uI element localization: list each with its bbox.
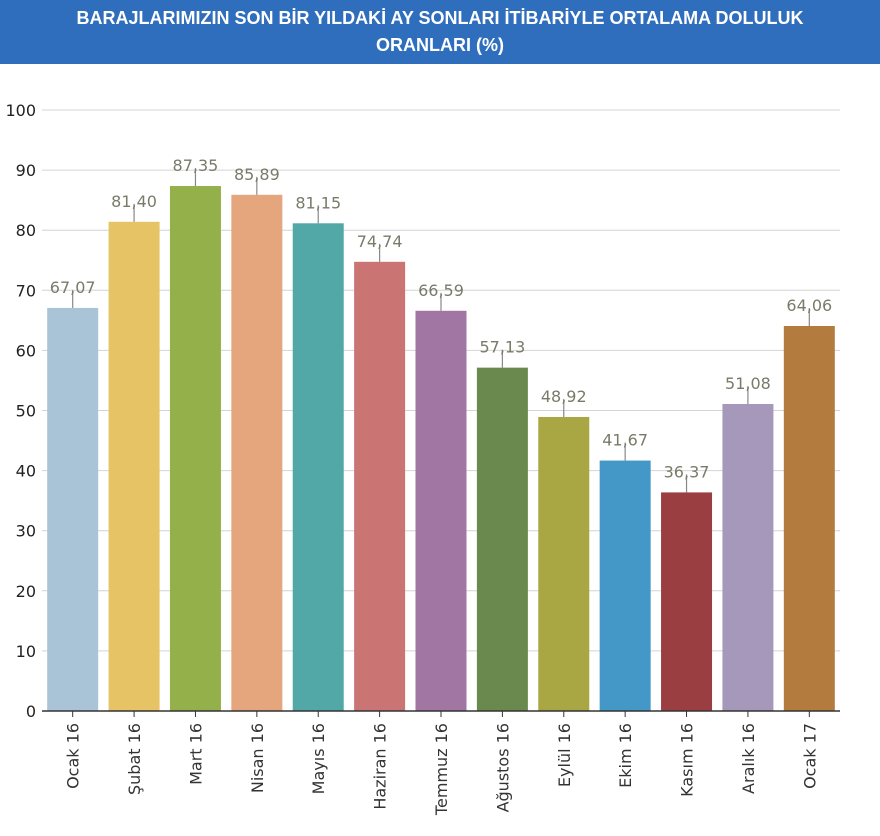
data-label: 67,07 [50,278,96,297]
data-label: 81,40 [111,192,157,211]
y-tick-label: 70 [16,281,36,300]
y-tick-label: 10 [16,642,36,661]
error-bars [72,168,810,493]
data-label: 87,35 [173,156,219,175]
bar [354,261,406,711]
chart-title-line-2: ORANLARI (%) [376,35,504,55]
y-tick-label: 0 [26,702,36,721]
data-label: 85,89 [234,165,280,184]
x-tick-label: Haziran 16 [371,723,390,810]
x-tick-label: Ekim 16 [616,723,635,788]
chart-title: BARAJLARIMIZIN SON BİR YILDAKİ AY SONLAR… [0,0,880,64]
data-label: 51,08 [725,374,771,393]
x-tick-label: Mayıs 16 [309,723,328,794]
x-tick-label: Kasım 16 [678,723,697,797]
data-label: 57,13 [479,338,525,357]
bar [476,367,528,711]
y-tick-label: 30 [16,522,36,541]
y-tick-label: 90 [16,161,36,180]
chart-title-line-1: BARAJLARIMIZIN SON BİR YILDAKİ AY SONLAR… [76,8,804,28]
data-label: 74,74 [357,232,403,251]
y-tick-label: 80 [16,221,36,240]
y-tick-label: 50 [16,402,36,421]
x-tick-label: Aralık 16 [739,723,758,794]
x-tick-label: Eylül 16 [555,723,574,787]
y-tick-label: 20 [16,582,36,601]
bar [231,194,283,712]
y-tick-label: 100 [5,101,36,120]
x-tick-label: Ağustos 16 [493,723,512,812]
data-label: 66,59 [418,281,464,300]
bar [47,307,99,711]
bar [292,223,344,711]
bar [722,404,774,711]
bar [599,460,651,711]
x-tick-label: Mart 16 [186,723,205,785]
y-axis: 0 10 20 30 40 50 60 70 80 90 100 [5,101,36,721]
x-tick-label: Ocak 17 [800,723,819,789]
bar [661,492,713,711]
x-tick-label: Nisan 16 [248,723,267,793]
data-labels: 67,07 81,40 87,35 85,89 81,15 74,74 66,59 57,13… [50,156,832,481]
bars [47,186,835,712]
bar [415,310,467,711]
data-label: 36,37 [664,462,710,481]
x-tick-label: Şubat 16 [125,723,144,795]
bar [538,416,590,711]
data-label: 48,92 [541,387,587,406]
bar [169,186,221,712]
y-tick-label: 40 [16,462,36,481]
x-tick-label: Ocak 16 [64,723,83,789]
x-tick-label: Temmuz 16 [432,723,451,816]
data-label: 81,15 [295,193,341,212]
bar [108,221,160,711]
data-label: 64,06 [786,296,832,315]
bar [783,325,835,711]
x-axis: Ocak 16 Şubat 16 Mart 16 Nisan 16 Mayıs 16 Ha… [42,710,840,816]
data-label: 41,67 [602,431,648,450]
y-tick-label: 60 [16,341,36,360]
